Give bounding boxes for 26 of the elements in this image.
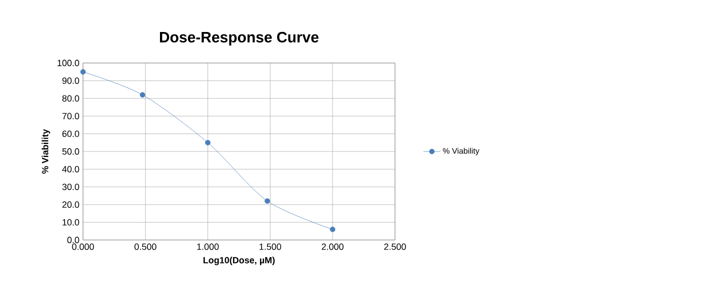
point <box>140 92 146 98</box>
y-tick-label: 40.0 <box>62 166 80 172</box>
x-tick-label: 1.000 <box>197 244 219 250</box>
y-tick-label: 100.0 <box>58 60 80 66</box>
point <box>264 198 270 204</box>
point <box>205 140 211 146</box>
y-tick-label: 50.0 <box>62 148 80 155</box>
chart-title: Dose-Response Curve <box>160 32 318 46</box>
point <box>80 69 86 75</box>
x-tick-label: 0.500 <box>134 244 156 250</box>
legend-label: % Viability <box>442 148 480 156</box>
point <box>330 226 336 232</box>
y-tick-label: 70.0 <box>62 112 80 120</box>
x-axis-title: Log10(Dose, µM) <box>204 256 275 266</box>
y-tick-label: 80.0 <box>62 95 80 102</box>
y-tick-label: 60.0 <box>62 130 80 137</box>
y-tick-label: 90.0 <box>62 78 80 84</box>
x-tick-label: 0.000 <box>72 244 94 250</box>
x-tick-label: 2.000 <box>322 244 344 250</box>
y-tick-label: 10.0 <box>62 219 80 226</box>
x-tick-label: 1.500 <box>260 244 282 250</box>
y-tick-label: 20.0 <box>62 201 80 208</box>
y-tick-label: 0.0 <box>67 236 80 244</box>
x-tick-label: 2.500 <box>384 244 406 250</box>
y-tick-label: 30.0 <box>62 184 80 190</box>
y-axis-title: % Viability <box>42 129 50 174</box>
